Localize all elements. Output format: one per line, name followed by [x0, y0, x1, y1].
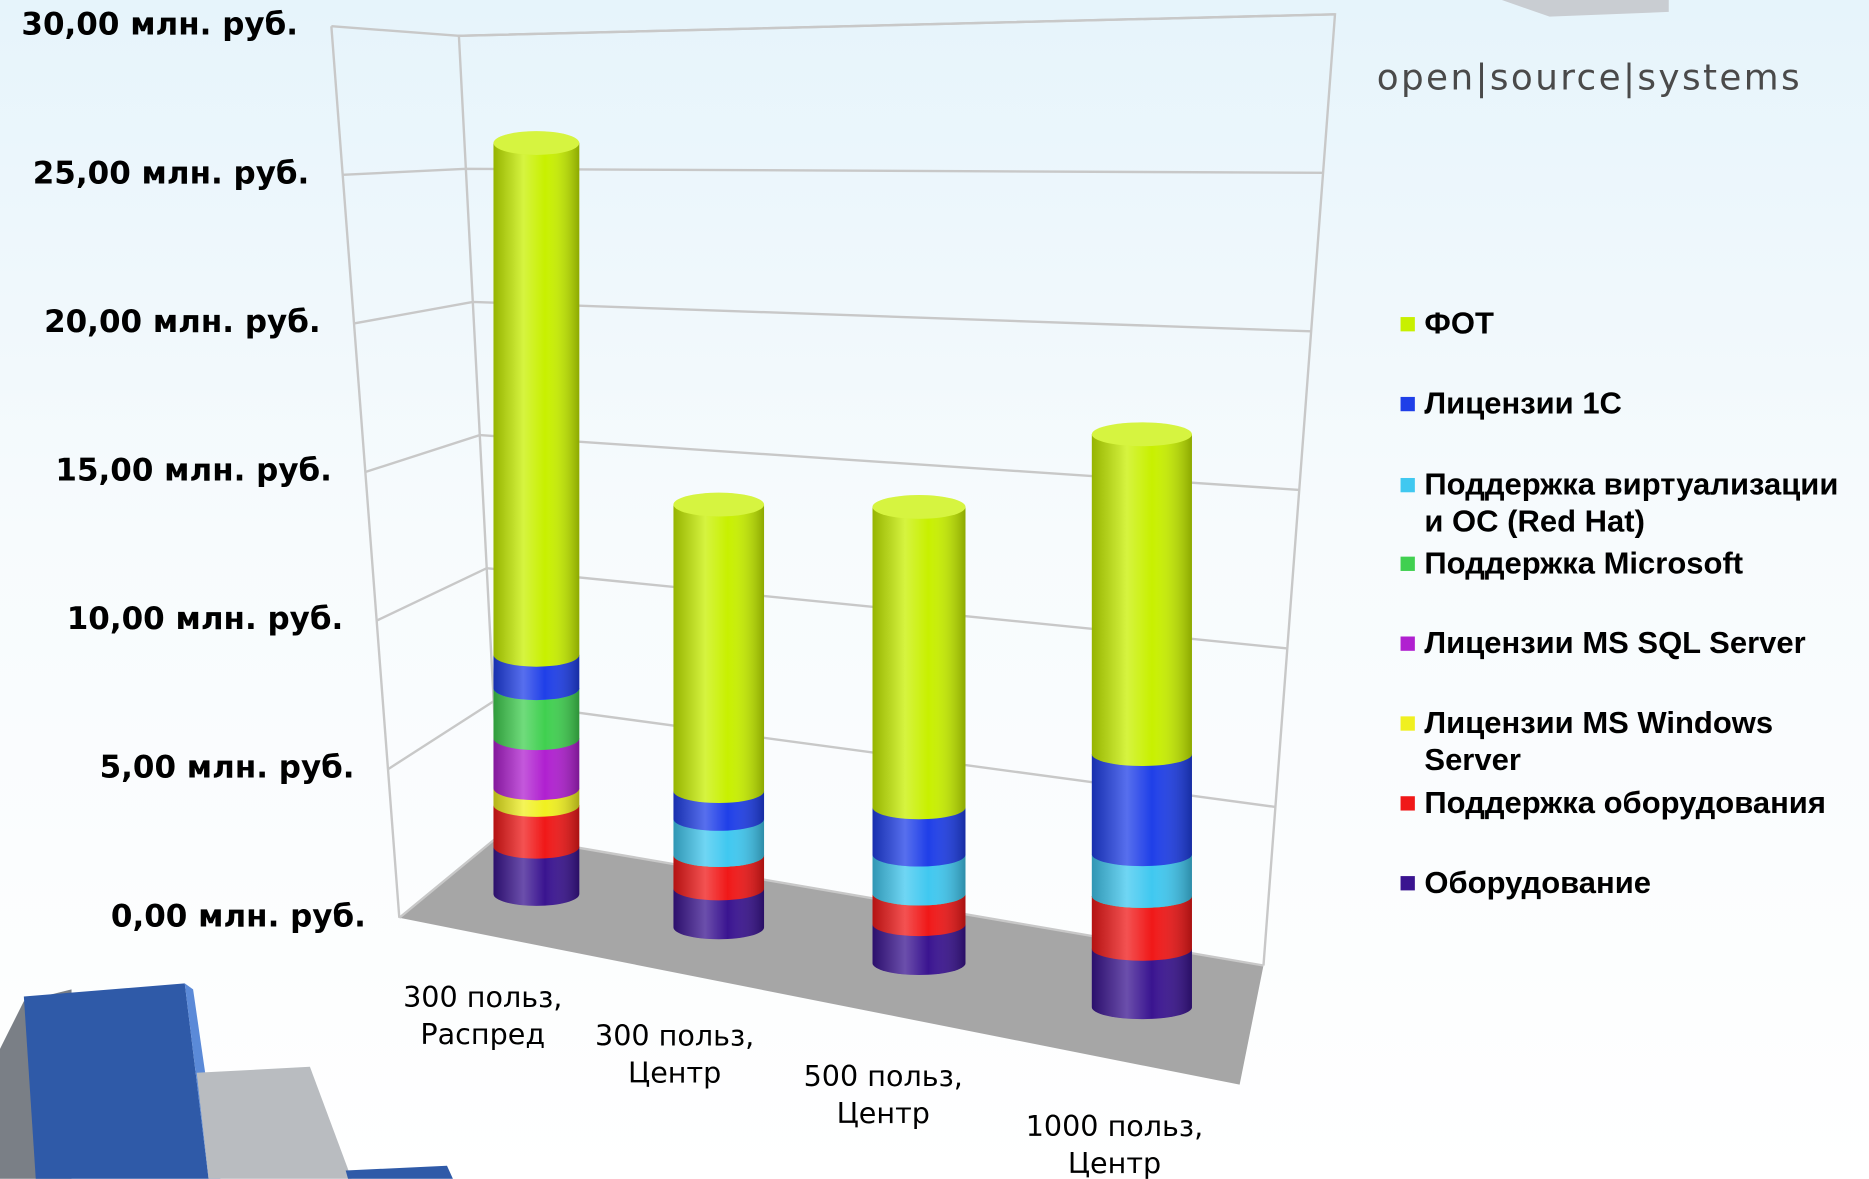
- decor-block: [345, 1165, 453, 1179]
- legend-label: Лицензии MS SQL Server: [1424, 624, 1806, 661]
- legend-swatch: [1400, 876, 1415, 891]
- bar-shade: [673, 888, 765, 940]
- decor-block: [23, 983, 209, 1179]
- grid-line: [376, 566, 1288, 650]
- bar-cap: [673, 492, 765, 517]
- bar-shade: [1091, 895, 1192, 961]
- legend-item: Поддержка виртуализации и ОС (Red Hat): [1400, 466, 1854, 540]
- label-line: 300 польз,: [595, 1018, 754, 1052]
- bar-shade: [673, 855, 765, 901]
- bar-cap-light: [673, 492, 765, 517]
- bar-cap-light: [493, 131, 580, 155]
- bar-cap-light: [1091, 422, 1192, 447]
- bar-shade: [673, 504, 765, 803]
- y-tick-label: 20,00 млн. руб.: [44, 304, 321, 340]
- bar-shade: [493, 143, 580, 667]
- legend-swatch: [1400, 716, 1415, 731]
- y-tick-label: 10,00 млн. руб.: [67, 601, 344, 637]
- label-line: Центр: [1068, 1146, 1161, 1179]
- legend-swatch: [1400, 796, 1415, 811]
- bar-shade: [493, 654, 580, 701]
- y-tick-label: 15,00 млн. руб.: [55, 453, 332, 489]
- x-tick-label: 300 польз, Распред: [403, 980, 562, 1051]
- legend-swatch: [1400, 317, 1415, 332]
- legend-item: Поддержка оборудования: [1400, 784, 1854, 821]
- legend-swatch: [1400, 477, 1415, 493]
- legend-item: Поддержка Microsoft: [1400, 544, 1854, 582]
- legend-item: Лицензии MS Windows Server: [1400, 704, 1854, 778]
- bar-shade: [872, 854, 966, 906]
- y-tick-label: 0,00 млн. руб.: [111, 898, 366, 934]
- legend-label: Поддержка оборудования: [1424, 784, 1826, 821]
- decor: [0, 0, 1669, 1179]
- bar-cap: [493, 131, 580, 155]
- bar-shade: [872, 506, 966, 820]
- label-line: Распред: [420, 1017, 545, 1051]
- legend-item: Оборудование: [1400, 864, 1854, 901]
- legend-label: Поддержка виртуализации и ОС (Red Hat): [1424, 466, 1839, 539]
- legend-item: Лицензии 1С: [1400, 385, 1854, 422]
- decor-block: [196, 1066, 352, 1179]
- legend-label: Лицензии MS Windows Server: [1424, 704, 1774, 778]
- bar-shade: [673, 818, 765, 867]
- legend-swatch: [1400, 556, 1415, 571]
- bar-cap-light: [872, 495, 966, 519]
- legend-item: ФОТ: [1400, 305, 1854, 342]
- label-line: 500 польз,: [804, 1059, 963, 1093]
- x-tick-label: 500 польз, Центр: [804, 1059, 963, 1130]
- bar-shade: [493, 804, 580, 859]
- grid-line: [353, 300, 1312, 333]
- x-tick-label: 300 польз, Центр: [595, 1018, 754, 1089]
- decor-block: [1501, 0, 1669, 17]
- label-line: Центр: [837, 1096, 930, 1130]
- bar-shade: [872, 924, 966, 976]
- legend-label: Лицензии 1С: [1424, 385, 1622, 421]
- y-tick-label: 5,00 млн. руб.: [100, 750, 355, 786]
- bar-shade: [493, 738, 580, 801]
- logo: open|source|systems: [1376, 57, 1803, 99]
- bar-shade: [872, 893, 966, 937]
- grid-line: [364, 433, 1300, 492]
- legend-label: Оборудование: [1424, 864, 1652, 900]
- bar-cap: [872, 495, 966, 519]
- floor: [399, 834, 1264, 1085]
- x-tick-label: 1000 польз, Центр: [1026, 1109, 1203, 1179]
- bars: [493, 131, 1192, 1020]
- legend-swatch: [1400, 396, 1415, 412]
- bar-shade: [1091, 854, 1192, 908]
- bar-shade: [872, 807, 966, 867]
- legend-swatch: [1400, 636, 1415, 651]
- grid-line: [331, 13, 1336, 37]
- y-tick-label: 30,00 млн. руб.: [21, 7, 298, 43]
- grid-line: [342, 167, 1324, 177]
- label-line: Центр: [628, 1055, 721, 1089]
- legend-label: ФОТ: [1424, 305, 1494, 341]
- bar-shade: [1091, 754, 1192, 867]
- y-tick-label: 25,00 млн. руб.: [33, 155, 310, 191]
- bar-shade: [493, 846, 580, 906]
- bar-cap: [1091, 422, 1192, 447]
- legend-label: Поддержка Microsoft: [1424, 544, 1744, 581]
- label-line: 1000 польз,: [1026, 1109, 1203, 1143]
- bar-shade: [1091, 434, 1192, 767]
- bar-shade: [493, 688, 580, 751]
- bar-shade: [1091, 948, 1192, 1020]
- label-line: 300 польз,: [403, 980, 562, 1014]
- legend-item: Лицензии MS SQL Server: [1400, 624, 1854, 662]
